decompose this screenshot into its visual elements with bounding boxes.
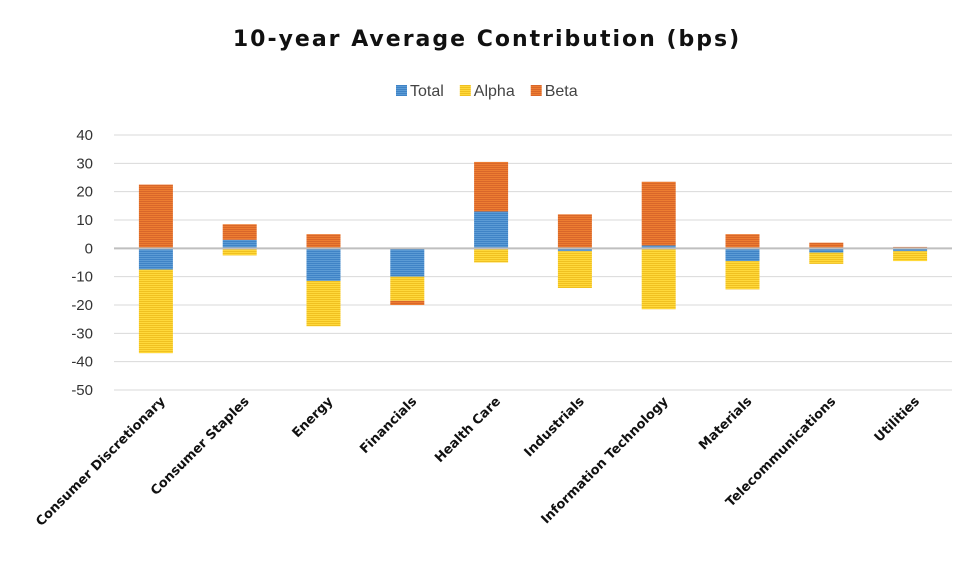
y-tick-label: -30 [71, 325, 93, 342]
bar-alpha-energy [306, 280, 341, 327]
bars [138, 161, 928, 354]
bar-total-financials [390, 248, 425, 277]
y-tick-label: -20 [71, 297, 93, 314]
bar-beta-consumer-discretionary [138, 184, 173, 249]
bar-beta-industrials [557, 214, 592, 249]
bar-alpha-financials [390, 276, 425, 301]
legend-item-alpha: Alpha [459, 83, 515, 100]
bar-total-health-care [474, 211, 509, 249]
chart-title: 10-year Average Contribution (bps) [233, 27, 741, 52]
bar-total-information-technology [641, 245, 676, 249]
y-tick-label: -40 [71, 354, 93, 371]
y-tick-label: -50 [71, 382, 93, 399]
bar-alpha-consumer-staples [222, 248, 257, 256]
bar-alpha-telecommunications [809, 252, 844, 264]
legend-label-total: Total [410, 83, 444, 100]
bar-total-telecommunications [809, 248, 844, 253]
bar-beta-materials [725, 234, 760, 249]
bar-beta-information-technology [641, 181, 676, 246]
bar-beta-financials [390, 300, 425, 305]
legend-swatch-alpha [459, 85, 471, 96]
bar-beta-energy [306, 234, 341, 249]
bar-alpha-information-technology [641, 248, 676, 310]
legend: Total Alpha Beta [396, 83, 578, 100]
y-tick-label: 20 [76, 184, 93, 201]
bar-total-utilities [893, 248, 928, 252]
bar-total-industrials [557, 248, 592, 252]
legend-swatch-total [396, 85, 407, 96]
bar-alpha-industrials [557, 251, 592, 288]
bar-alpha-consumer-discretionary [138, 269, 173, 354]
bar-alpha-health-care [474, 248, 509, 263]
category-label-energy: Energy [290, 394, 337, 441]
bar-alpha-utilities [893, 251, 928, 262]
legend-item-total: Total [396, 83, 444, 100]
category-label-industrials: Industrials [522, 394, 588, 460]
bar-alpha-materials [725, 261, 760, 290]
y-tick-label: 30 [76, 155, 93, 172]
bar-beta-health-care [474, 161, 509, 212]
gridlines [114, 134, 952, 391]
y-tick-label: 0 [85, 240, 93, 257]
category-label-materials: Materials [696, 394, 755, 453]
bar-beta-telecommunications [809, 242, 844, 249]
y-tick-label: 40 [76, 127, 93, 144]
category-label-financials: Financials [357, 394, 420, 457]
bar-total-materials [725, 248, 760, 262]
y-axis-ticks: 40 30 20 10 0 -10 -20 -30 -40 -50 [71, 127, 93, 399]
legend-item-beta: Beta [530, 83, 578, 100]
category-label-utilities: Utilities [872, 394, 923, 445]
bar-total-consumer-staples [222, 239, 257, 249]
bar-beta-consumer-staples [222, 224, 257, 240]
legend-swatch-beta [530, 85, 542, 96]
category-label-consumer-discretionary: Consumer Discretionary [33, 394, 169, 530]
y-tick-label: 10 [76, 212, 93, 229]
y-tick-label: -10 [71, 269, 93, 286]
category-label-health-care: Health Care [432, 394, 504, 466]
bar-total-consumer-discretionary [138, 248, 173, 270]
bar-total-energy [306, 248, 341, 281]
legend-label-alpha: Alpha [474, 83, 515, 100]
legend-label-beta: Beta [545, 83, 578, 100]
